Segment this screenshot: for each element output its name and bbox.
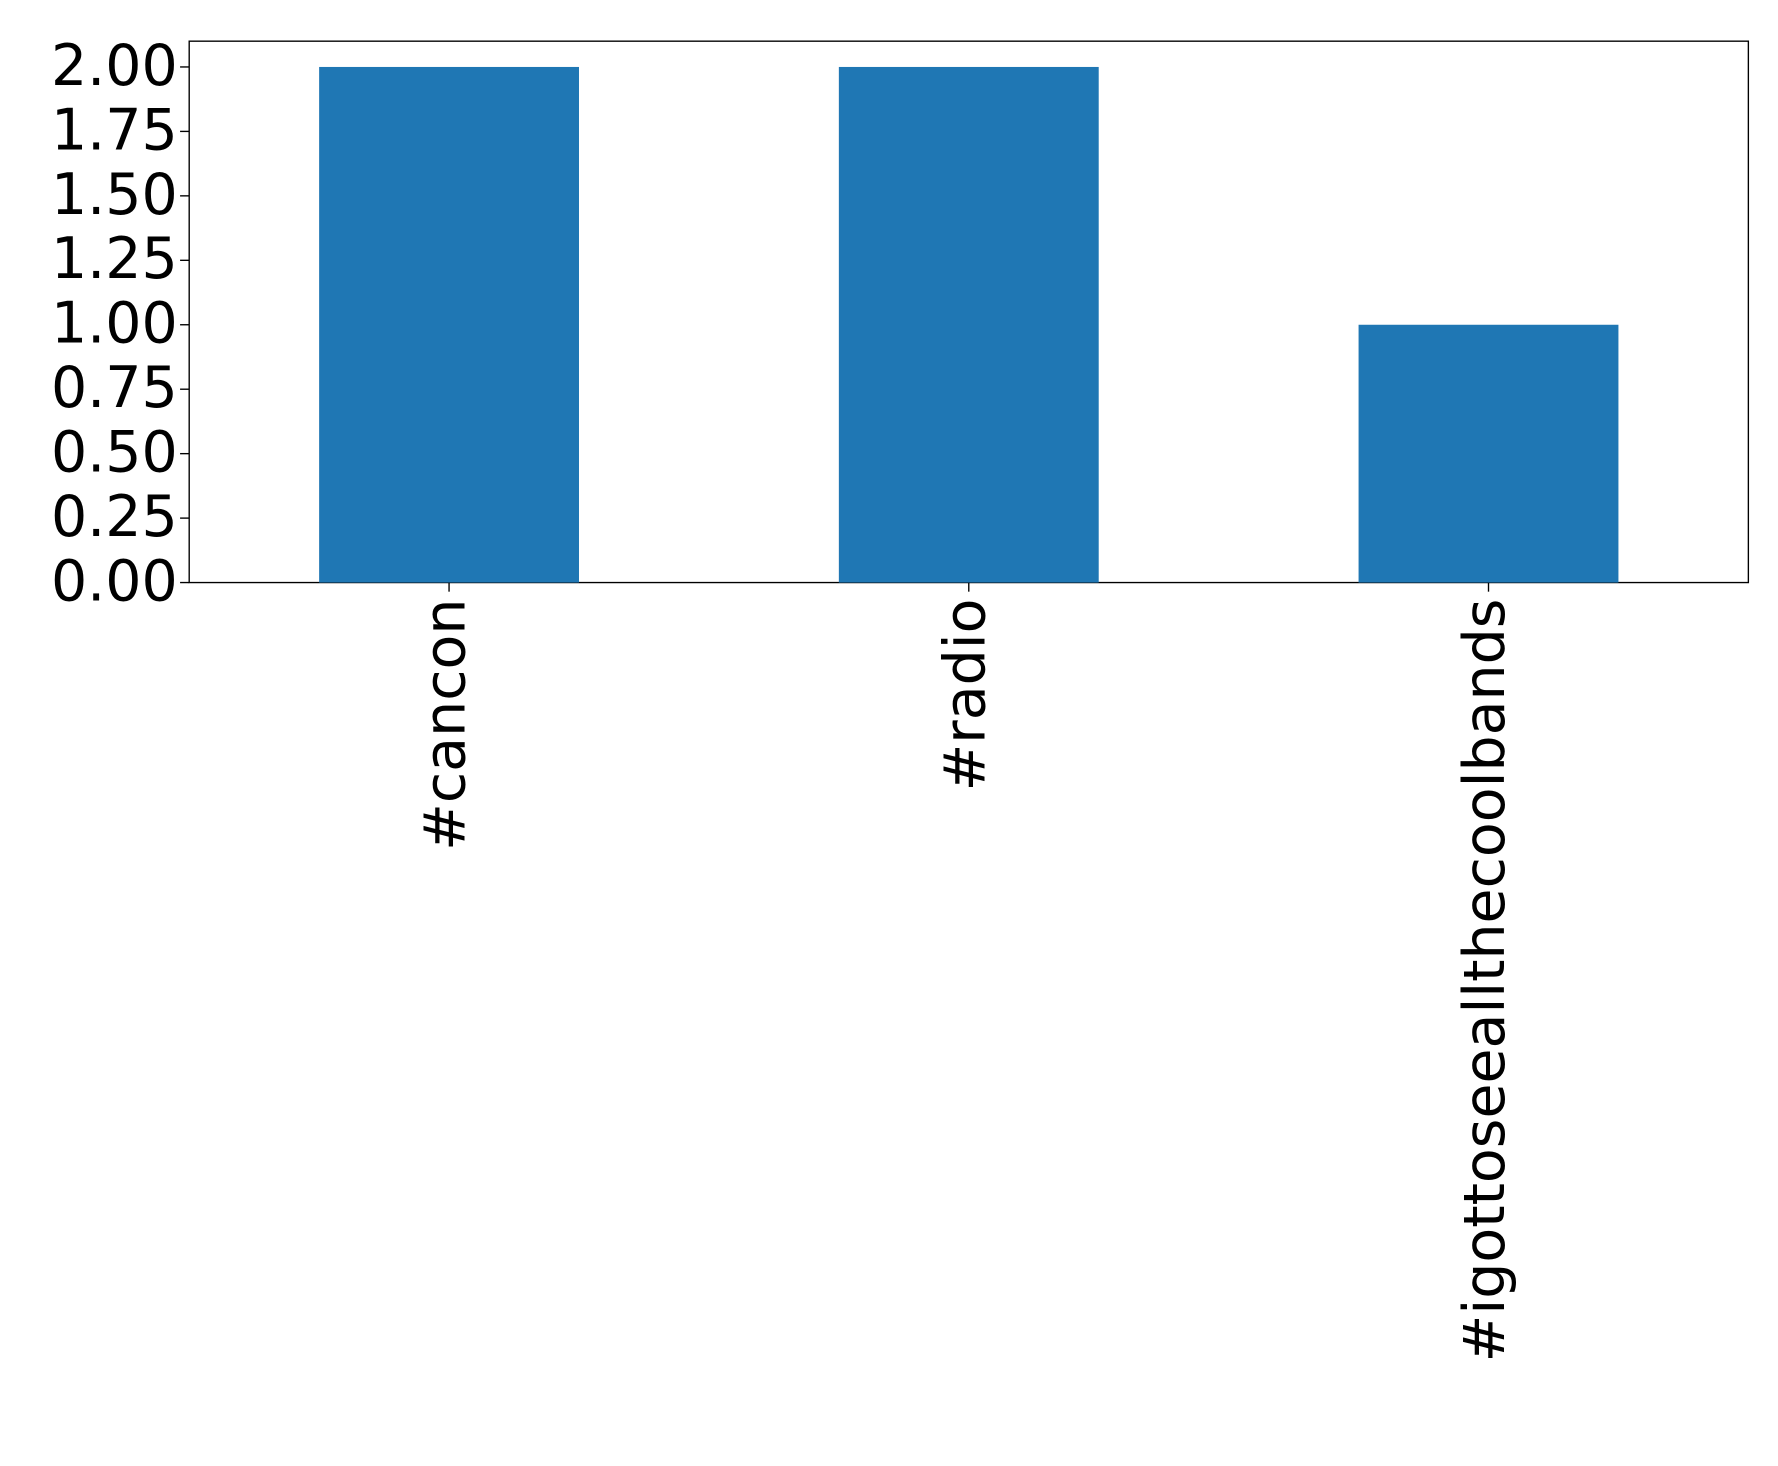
bar xyxy=(1358,324,1619,583)
y-tick-label: 0.50 xyxy=(51,420,178,486)
x-tick-label: #cancon xyxy=(413,599,479,851)
bar xyxy=(838,66,1099,583)
y-tick-label: 1.50 xyxy=(51,162,178,228)
y-tick-label: 2.00 xyxy=(51,33,178,99)
x-tick-label: #igottoseeallthecoolbands xyxy=(1452,599,1518,1363)
y-tick-label: 0.75 xyxy=(51,355,178,421)
y-tick-label: 1.00 xyxy=(51,291,178,357)
y-tick-label: 0.25 xyxy=(51,484,178,550)
y-tick-label: 1.25 xyxy=(51,226,178,292)
bar xyxy=(319,66,579,583)
y-tick-label: 0.00 xyxy=(51,548,178,614)
y-tick-label: 1.75 xyxy=(51,97,178,163)
x-tick-label: #radio xyxy=(932,599,998,792)
